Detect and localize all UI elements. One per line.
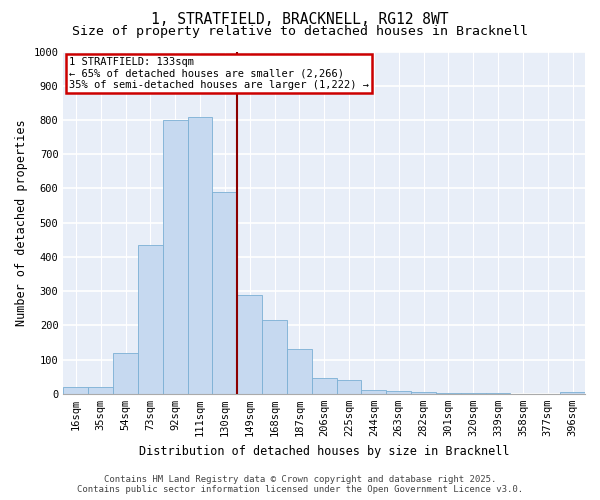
Bar [312,378,337,394]
Y-axis label: Number of detached properties: Number of detached properties [15,120,28,326]
Text: 1 STRATFIELD: 133sqm
← 65% of detached houses are smaller (2,266)
35% of semi-de: 1 STRATFIELD: 133sqm ← 65% of detached h… [68,56,368,90]
Text: Size of property relative to detached houses in Bracknell: Size of property relative to detached ho… [72,25,528,38]
Bar [436,393,461,394]
Text: Contains HM Land Registry data © Crown copyright and database right 2025.
Contai: Contains HM Land Registry data © Crown c… [77,474,523,494]
Bar [461,393,485,394]
Bar [560,392,585,394]
Text: 1, STRATFIELD, BRACKNELL, RG12 8WT: 1, STRATFIELD, BRACKNELL, RG12 8WT [151,12,449,28]
Bar [386,391,411,394]
Bar [287,350,312,394]
Bar [212,192,237,394]
X-axis label: Distribution of detached houses by size in Bracknell: Distribution of detached houses by size … [139,444,509,458]
Bar [411,392,436,394]
Bar [337,380,361,394]
Bar [64,387,88,394]
Bar [237,294,262,394]
Bar [113,352,138,394]
Bar [163,120,188,394]
Bar [361,390,386,394]
Bar [188,116,212,394]
Bar [138,245,163,394]
Bar [88,387,113,394]
Bar [262,320,287,394]
